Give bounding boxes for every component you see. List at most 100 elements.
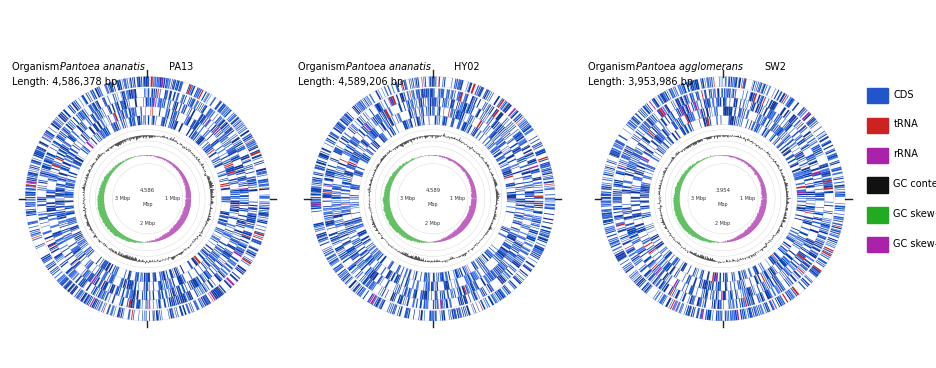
Wedge shape (712, 89, 714, 98)
Polygon shape (395, 148, 396, 149)
Polygon shape (759, 211, 764, 213)
Wedge shape (391, 304, 397, 314)
Wedge shape (312, 179, 322, 182)
Wedge shape (59, 132, 66, 138)
Wedge shape (685, 82, 690, 92)
Wedge shape (393, 283, 397, 292)
Polygon shape (461, 141, 462, 144)
Wedge shape (122, 288, 125, 297)
Wedge shape (475, 290, 480, 299)
Wedge shape (47, 207, 56, 210)
Wedge shape (436, 273, 438, 282)
Polygon shape (679, 180, 683, 182)
Wedge shape (606, 164, 616, 168)
Wedge shape (190, 280, 196, 289)
Polygon shape (735, 238, 736, 240)
Polygon shape (694, 233, 696, 237)
Wedge shape (141, 77, 142, 87)
Polygon shape (391, 223, 397, 227)
Wedge shape (357, 286, 364, 295)
Wedge shape (499, 289, 506, 298)
Wedge shape (332, 209, 342, 211)
Polygon shape (761, 192, 766, 193)
Wedge shape (491, 294, 498, 303)
Polygon shape (458, 228, 461, 232)
Polygon shape (673, 203, 680, 204)
Polygon shape (371, 217, 373, 218)
Wedge shape (821, 225, 829, 229)
Polygon shape (384, 192, 389, 193)
Wedge shape (615, 139, 625, 146)
Polygon shape (703, 238, 704, 241)
Polygon shape (205, 175, 208, 176)
Wedge shape (255, 231, 265, 235)
Polygon shape (665, 227, 666, 228)
Polygon shape (97, 199, 104, 200)
Wedge shape (450, 289, 453, 298)
Wedge shape (462, 295, 467, 304)
Wedge shape (545, 207, 555, 210)
Wedge shape (180, 275, 184, 284)
Polygon shape (86, 174, 89, 175)
Polygon shape (658, 192, 660, 193)
Wedge shape (416, 99, 417, 108)
Polygon shape (176, 167, 178, 169)
Wedge shape (472, 128, 477, 136)
Wedge shape (800, 110, 808, 118)
Polygon shape (697, 162, 698, 163)
Polygon shape (761, 186, 765, 187)
Polygon shape (392, 224, 398, 228)
Polygon shape (98, 239, 99, 240)
Wedge shape (433, 88, 435, 98)
Wedge shape (465, 275, 470, 284)
Polygon shape (702, 237, 704, 241)
Wedge shape (746, 308, 750, 318)
Wedge shape (110, 124, 115, 132)
Polygon shape (749, 165, 751, 167)
Wedge shape (794, 150, 802, 156)
Polygon shape (463, 254, 464, 256)
Wedge shape (631, 254, 638, 260)
Polygon shape (752, 224, 755, 228)
Wedge shape (190, 131, 197, 139)
Wedge shape (324, 216, 333, 219)
Polygon shape (457, 229, 460, 233)
Wedge shape (139, 77, 140, 87)
Wedge shape (662, 129, 668, 137)
Polygon shape (113, 167, 115, 170)
Wedge shape (85, 271, 91, 279)
Polygon shape (710, 241, 711, 243)
Wedge shape (165, 289, 168, 298)
Polygon shape (385, 155, 386, 157)
Polygon shape (777, 232, 779, 234)
Polygon shape (385, 213, 392, 215)
Polygon shape (110, 227, 115, 232)
Wedge shape (239, 183, 248, 185)
Wedge shape (622, 238, 630, 242)
Wedge shape (382, 111, 388, 119)
Polygon shape (184, 205, 190, 206)
Polygon shape (97, 202, 104, 204)
Wedge shape (61, 228, 70, 232)
Wedge shape (605, 170, 614, 173)
Polygon shape (183, 179, 186, 181)
Wedge shape (348, 128, 356, 134)
Wedge shape (366, 148, 373, 155)
Polygon shape (165, 234, 167, 238)
Polygon shape (402, 231, 404, 236)
Wedge shape (374, 116, 380, 124)
Wedge shape (616, 170, 625, 174)
Wedge shape (103, 118, 108, 126)
Wedge shape (403, 92, 406, 101)
Wedge shape (230, 208, 239, 210)
Wedge shape (810, 249, 819, 255)
Wedge shape (48, 263, 56, 270)
Polygon shape (681, 174, 685, 177)
Wedge shape (97, 110, 103, 118)
Polygon shape (187, 149, 190, 151)
Wedge shape (657, 95, 665, 105)
Wedge shape (187, 84, 192, 95)
Wedge shape (223, 160, 232, 165)
Wedge shape (631, 272, 639, 280)
Wedge shape (367, 293, 373, 302)
